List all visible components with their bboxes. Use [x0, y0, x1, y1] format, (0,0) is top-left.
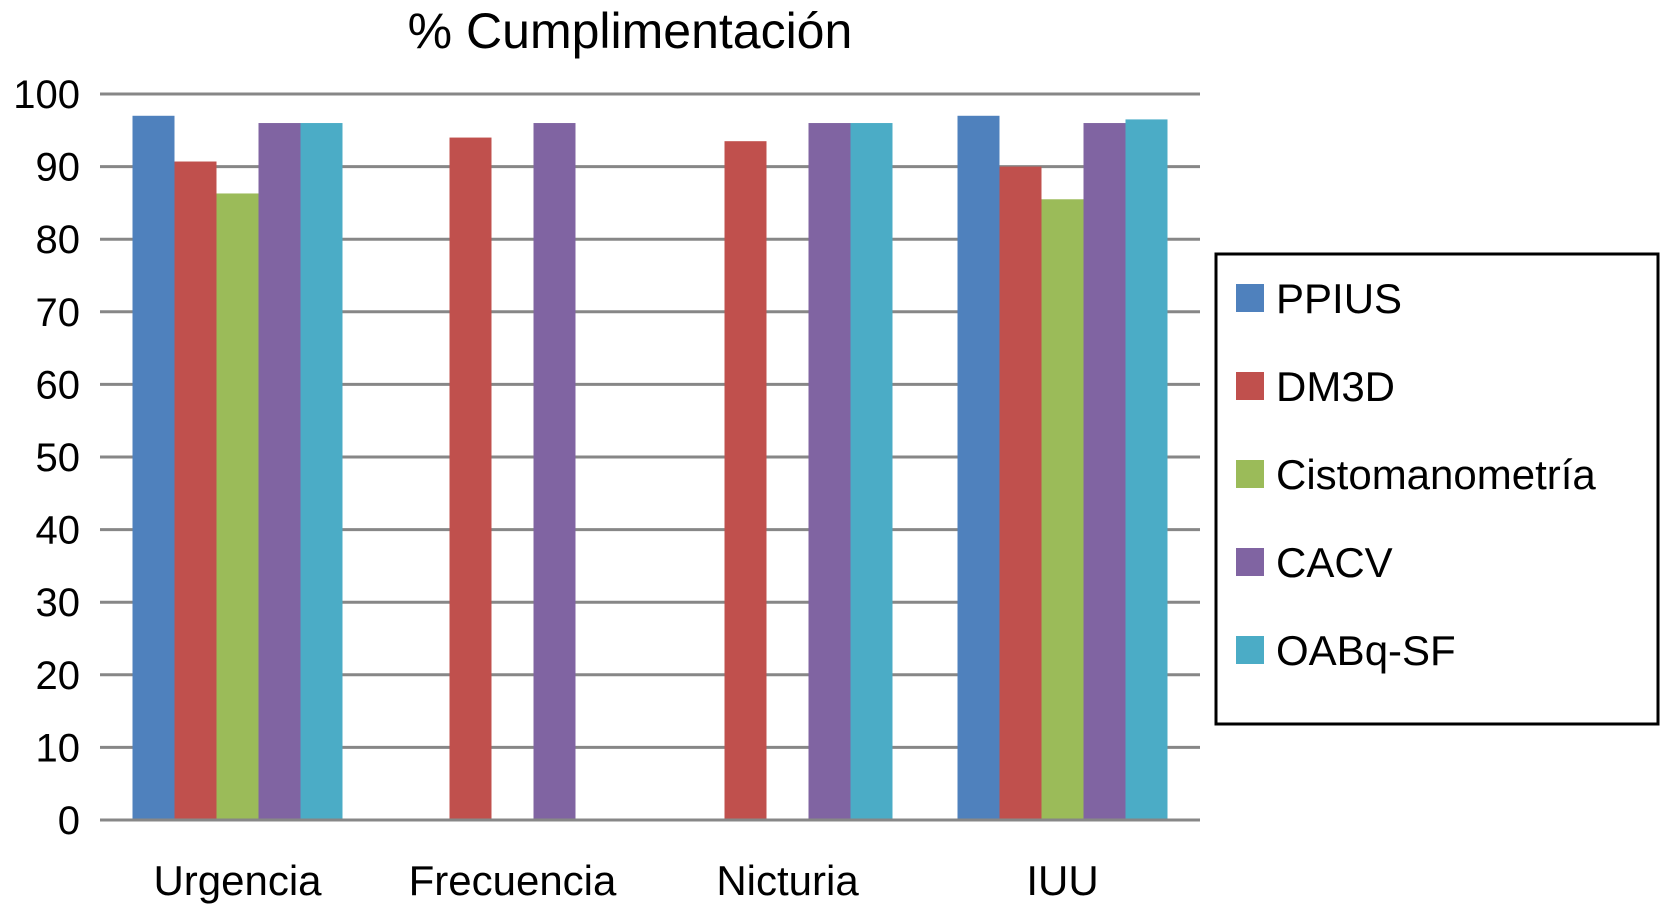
- bar-cistomanometr-a-urgencia: [216, 193, 259, 820]
- legend-box: [1214, 252, 1660, 726]
- y-tick-label: 40: [36, 509, 81, 553]
- legend-swatch: [1236, 548, 1264, 576]
- y-tick-label: 70: [36, 291, 81, 335]
- legend-swatch: [1236, 372, 1264, 400]
- legend-label: Cistomanometría: [1276, 451, 1596, 498]
- bar-oabq-sf-iuu: [1125, 119, 1168, 820]
- x-category-label: IUU: [1026, 857, 1098, 904]
- legend-label: PPIUS: [1276, 275, 1402, 322]
- bar-dm3d-iuu: [999, 166, 1042, 821]
- x-axis-categories: Urgencia Frecuencia Nicturia IUU: [153, 857, 1098, 904]
- y-tick-label: 20: [36, 654, 81, 698]
- bar-cacv-nicturia: [808, 123, 851, 821]
- y-tick-label: 60: [36, 363, 81, 407]
- legend-label: CACV: [1276, 539, 1393, 586]
- bar-oabq-sf-urgencia: [300, 123, 343, 821]
- chart-title: % Cumplimentación: [408, 3, 853, 59]
- y-tick-label: 30: [36, 581, 81, 625]
- bar-dm3d-urgencia: [174, 161, 217, 820]
- bar-cacv-iuu: [1083, 123, 1126, 821]
- bar-ppius-iuu: [957, 115, 1000, 820]
- legend-label: DM3D: [1276, 363, 1395, 410]
- y-tick-label: 50: [36, 436, 81, 480]
- y-tick-label: 0: [58, 799, 80, 843]
- bar-cistomanometr-a-iuu: [1041, 199, 1084, 820]
- bar-cacv-urgencia: [258, 123, 301, 821]
- y-axis-ticks: 0 10 20 30 40 50 60 70 80 90 100: [13, 73, 80, 843]
- bar-cacv-frecuencia: [533, 123, 576, 821]
- bar-oabq-sf-nicturia: [850, 123, 893, 821]
- y-tick-label: 90: [36, 146, 81, 190]
- legend-items: PPIUS DM3D Cistomanometría CACV OABq-SF: [1236, 275, 1596, 674]
- legend: PPIUS DM3D Cistomanometría CACV OABq-SF: [1214, 252, 1660, 726]
- bars: [132, 115, 1168, 821]
- legend-swatch: [1236, 460, 1264, 488]
- x-category-label: Nicturia: [716, 857, 859, 904]
- x-category-label: Urgencia: [153, 857, 322, 904]
- x-category-label: Frecuencia: [409, 857, 617, 904]
- bar-dm3d-nicturia: [724, 141, 767, 820]
- legend-swatch: [1236, 284, 1264, 312]
- y-tick-label: 80: [36, 218, 81, 262]
- legend-swatch: [1236, 636, 1264, 664]
- y-tick-label: 100: [13, 73, 80, 117]
- bar-dm3d-frecuencia: [449, 137, 492, 820]
- legend-label: OABq-SF: [1276, 627, 1456, 674]
- y-tick-label: 10: [36, 726, 81, 770]
- bar-ppius-urgencia: [132, 115, 175, 820]
